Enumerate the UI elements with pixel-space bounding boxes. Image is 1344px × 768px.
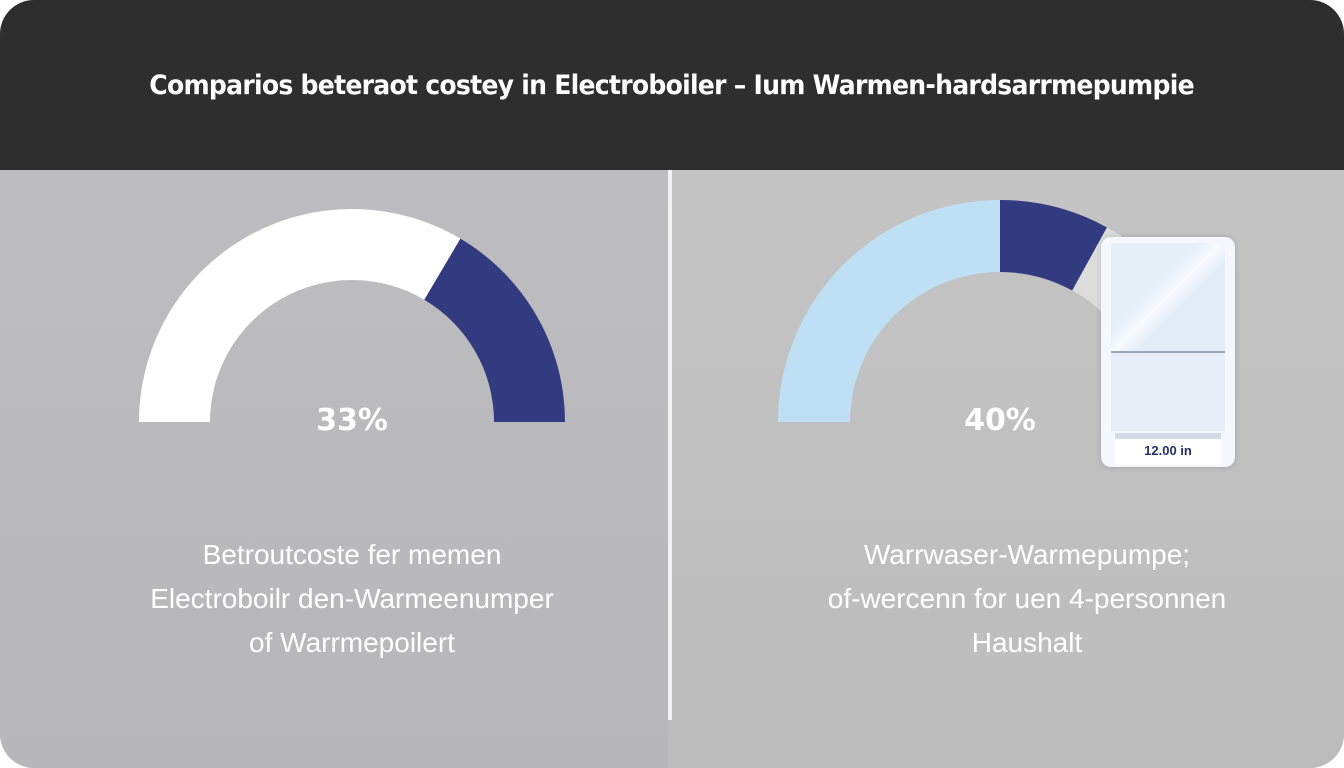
caption-line: Haushalt: [971, 627, 1083, 658]
left-caption: Betroutcoste fer memen Electroboilr den-…: [72, 533, 632, 665]
boiler-top-panel: [1111, 243, 1225, 353]
gauge-1-segment-1: [1000, 200, 1107, 291]
caption-line: Electroboilr den-Warmeenumper: [150, 583, 554, 614]
gauge-1-segment-0: [778, 200, 1000, 422]
page-title: Comparios beteraot costey in Electroboil…: [149, 69, 1195, 101]
header: Comparios beteraot costey in Electroboil…: [0, 0, 1344, 170]
gauge-1-value-label: 40%: [964, 403, 1036, 438]
gauge-0-segment-0: [139, 209, 461, 422]
water-heater-icon: 12.00 in: [1101, 237, 1235, 467]
right-caption: Warrwaser-Warmepumpe; of-wercenn for uen…: [747, 533, 1307, 665]
boiler-bottom-panel: [1111, 353, 1225, 431]
caption-line: of Warrmepoilert: [249, 627, 455, 658]
gauge-0-segment-1: [424, 238, 565, 422]
caption-line: of-wercenn for uen 4-personnen: [827, 583, 1227, 614]
boiler-display: 12.00 in: [1115, 433, 1221, 465]
caption-line: Warrwaser-Warmepumpe;: [863, 539, 1191, 570]
gauge-0-value-label: 33%: [316, 403, 388, 438]
divider: [668, 170, 672, 720]
caption-line: Betroutcoste fer memen: [202, 539, 502, 570]
